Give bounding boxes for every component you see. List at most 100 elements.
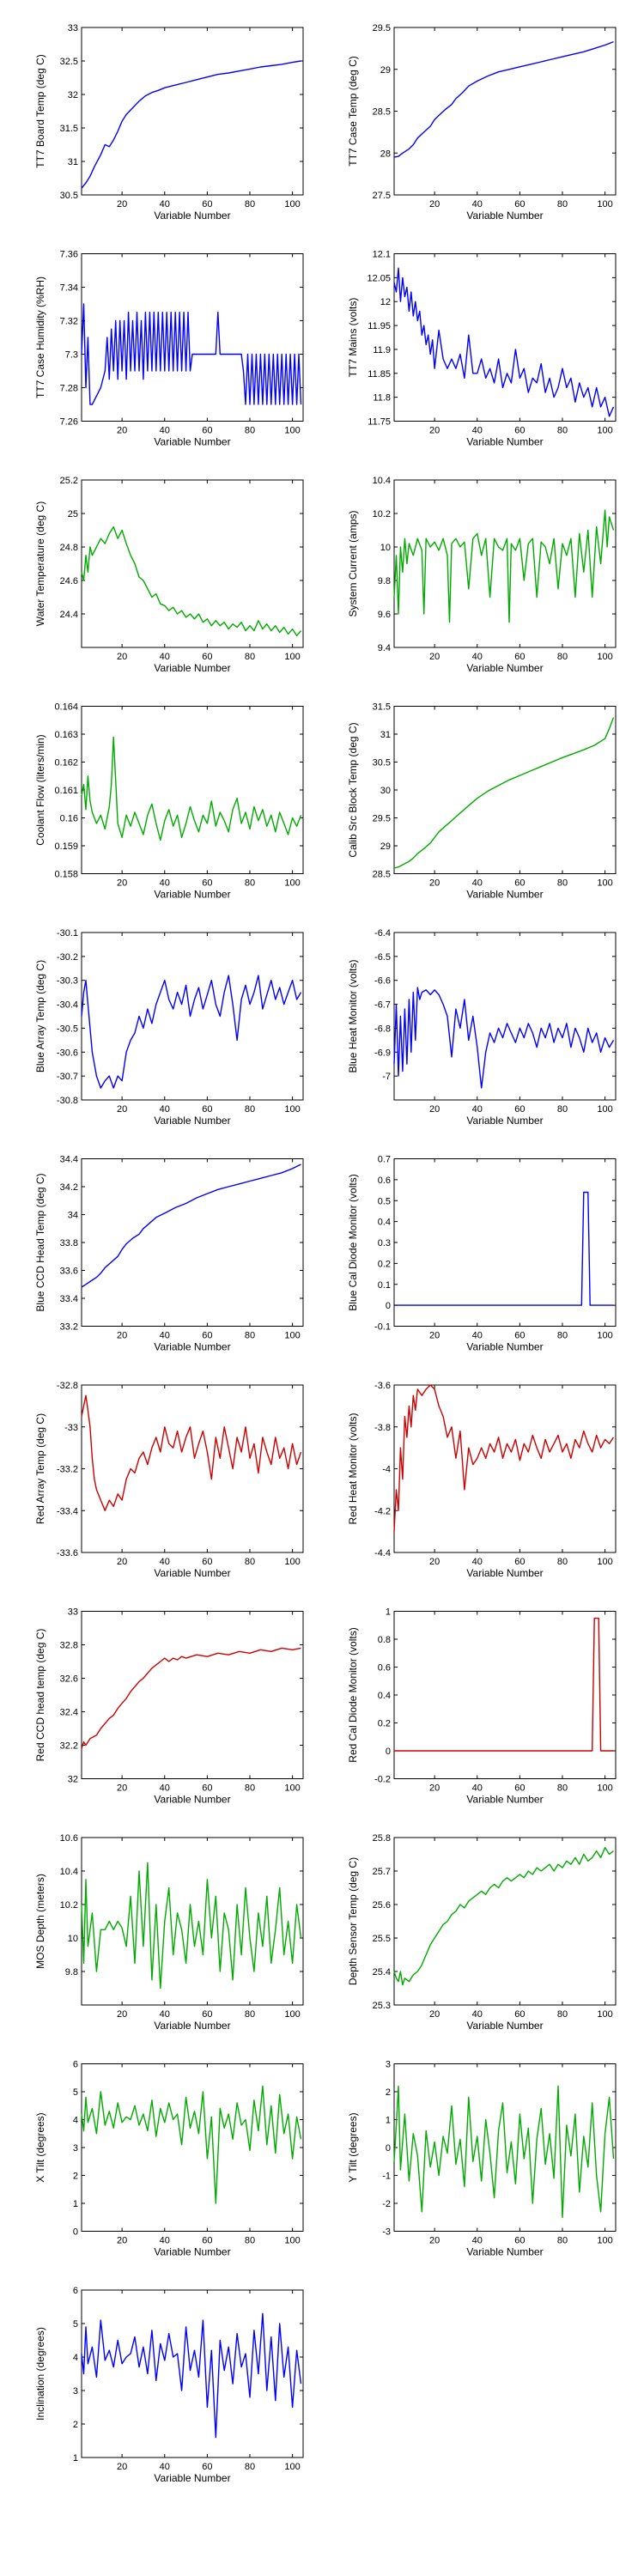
x-tick-label: 20 (429, 1783, 440, 1794)
x-tick-label: 100 (597, 1557, 612, 1567)
y-tick-label: 0.16 (60, 814, 78, 824)
y-tick-label: -33 (64, 1423, 78, 1433)
y-tick-label: 29.5 (373, 814, 391, 824)
chart-panel-2: 27.5 28 28.5 29 29.5 20 40 60 80 100 Variable Numb… (347, 23, 617, 222)
x-tick-label: 40 (472, 1104, 483, 1115)
y-tick-label: 32.2 (60, 1741, 78, 1752)
y-tick-label: 0.4 (378, 1691, 391, 1701)
chart-panel-5: 24.4 24.6 24.8 25 25.2 20 40 60 80 100 Variable Nu… (34, 476, 304, 674)
x-tick-label: 20 (117, 652, 127, 662)
y-tick-label: 10.2 (373, 509, 391, 519)
axes-box (393, 932, 617, 1101)
x-tick-label: 100 (284, 1104, 300, 1115)
x-tick-label: 60 (202, 1104, 212, 1115)
y-tick-label: 0 (386, 1301, 391, 1311)
y-tick-label: 1 (386, 1607, 391, 1618)
y-tick-label: 29 (380, 65, 391, 76)
y-tick-label: 11.8 (373, 393, 391, 404)
y-tick-label: 28.5 (373, 870, 391, 880)
y-tick-label: 32.5 (60, 57, 78, 67)
chart-panel-10: -7 -6.9 -6.8 -6.7 -6.6 -6.5 -6.4 20 40 60 80 100 Var… (347, 928, 617, 1127)
x-tick-label: 60 (514, 1104, 525, 1115)
y-tick-label: -6.6 (374, 976, 391, 987)
x-tick-label: 60 (514, 652, 525, 662)
y-axis-label: Coolant Flow (liters/min) (34, 734, 46, 845)
series-line (394, 1191, 614, 1306)
y-axis-label: Blue Array Temp (deg C) (34, 960, 46, 1072)
y-tick-label: -7 (382, 1072, 391, 1082)
y-tick-label: 32.4 (60, 1708, 78, 1718)
y-tick-label: -2 (382, 2199, 391, 2209)
chart-panel-7: 0.158 0.159 0.16 0.161 0.162 0.163 0.164 20 40 60… (34, 702, 304, 901)
x-tick-label: 80 (245, 878, 255, 889)
y-tick-label: -6.9 (374, 1048, 391, 1058)
y-axis-label: System Current (amps) (347, 510, 359, 617)
axes-box (393, 1384, 617, 1553)
y-tick-label: -33.2 (57, 1465, 78, 1475)
y-tick-label: 0.3 (378, 1238, 391, 1249)
series-line (81, 1394, 302, 1511)
chart-panel-17: 9.8 10 10.2 10.4 10.6 20 40 60 80 100 Variable Num… (34, 1833, 304, 2032)
x-axis-label: Variable Number (466, 662, 543, 674)
x-tick-label: 20 (429, 199, 440, 210)
axes-box (393, 27, 617, 196)
y-tick-label: 0 (386, 2143, 391, 2154)
y-tick-label: 34.4 (60, 1155, 78, 1165)
y-tick-label: -3 (382, 2227, 391, 2238)
y-tick-label: 3 (73, 2143, 78, 2154)
x-tick-label: 100 (284, 1557, 300, 1567)
x-tick-label: 100 (597, 1783, 612, 1794)
axes-box (81, 706, 304, 874)
y-tick-label: 11.85 (368, 369, 391, 380)
x-axis-label: Variable Number (154, 436, 230, 448)
y-tick-label: 0.2 (378, 1719, 391, 1729)
x-tick-label: 20 (117, 1331, 127, 1341)
y-tick-label: 3 (386, 2060, 391, 2070)
x-axis-label: Variable Number (466, 1794, 543, 1806)
x-tick-label: 60 (202, 1783, 212, 1794)
x-tick-label: 40 (160, 1557, 170, 1567)
x-tick-label: 80 (557, 1104, 568, 1115)
x-tick-label: 80 (245, 652, 255, 662)
y-tick-label: 31 (68, 157, 78, 167)
x-tick-label: 80 (245, 1557, 255, 1567)
x-tick-label: 20 (429, 1557, 440, 1567)
series-line (81, 60, 301, 189)
x-tick-label: 60 (514, 1331, 525, 1341)
y-tick-label: 33.6 (60, 1267, 78, 1277)
axes-box (81, 479, 304, 648)
x-tick-label: 40 (160, 652, 170, 662)
series-line (393, 1847, 614, 1986)
y-tick-label: 2 (73, 2420, 78, 2430)
y-tick-label: 9.8 (65, 1967, 78, 1978)
x-tick-label: 40 (472, 652, 483, 662)
x-tick-label: 60 (514, 199, 525, 210)
y-tick-label: 0.5 (378, 1196, 391, 1206)
x-axis-label: Variable Number (466, 1567, 543, 1579)
x-tick-label: 20 (117, 1783, 127, 1794)
y-tick-label: 31.5 (373, 702, 391, 713)
y-tick-label: 10.2 (60, 1900, 78, 1911)
x-tick-label: 100 (284, 426, 300, 436)
axes-box (81, 1158, 304, 1327)
y-tick-label: 0.4 (378, 1218, 391, 1228)
chart-panel-9: -30.8 -30.7 -30.6 -30.5 -30.4 -30.3 -30.2 -30.1… (34, 928, 304, 1127)
y-tick-label: 11.95 (368, 321, 391, 331)
x-tick-label: 80 (245, 2009, 255, 2020)
x-axis-label: Variable Number (466, 210, 543, 222)
x-tick-label: 100 (284, 1783, 300, 1794)
y-tick-label: 25.4 (373, 1967, 391, 1978)
x-tick-label: 60 (202, 652, 212, 662)
axes-box (393, 253, 617, 422)
x-tick-label: 40 (472, 878, 483, 889)
x-tick-label: 80 (245, 2236, 255, 2246)
y-tick-label: 9.8 (378, 576, 391, 586)
x-axis-label: Variable Number (154, 2472, 230, 2484)
y-tick-label: -3.8 (374, 1423, 391, 1433)
x-tick-label: 40 (160, 2236, 170, 2246)
x-tick-label: 80 (557, 2009, 568, 2020)
y-tick-label: 31.5 (60, 124, 78, 134)
x-tick-label: 80 (557, 2236, 568, 2246)
y-tick-label: 10 (380, 543, 391, 553)
